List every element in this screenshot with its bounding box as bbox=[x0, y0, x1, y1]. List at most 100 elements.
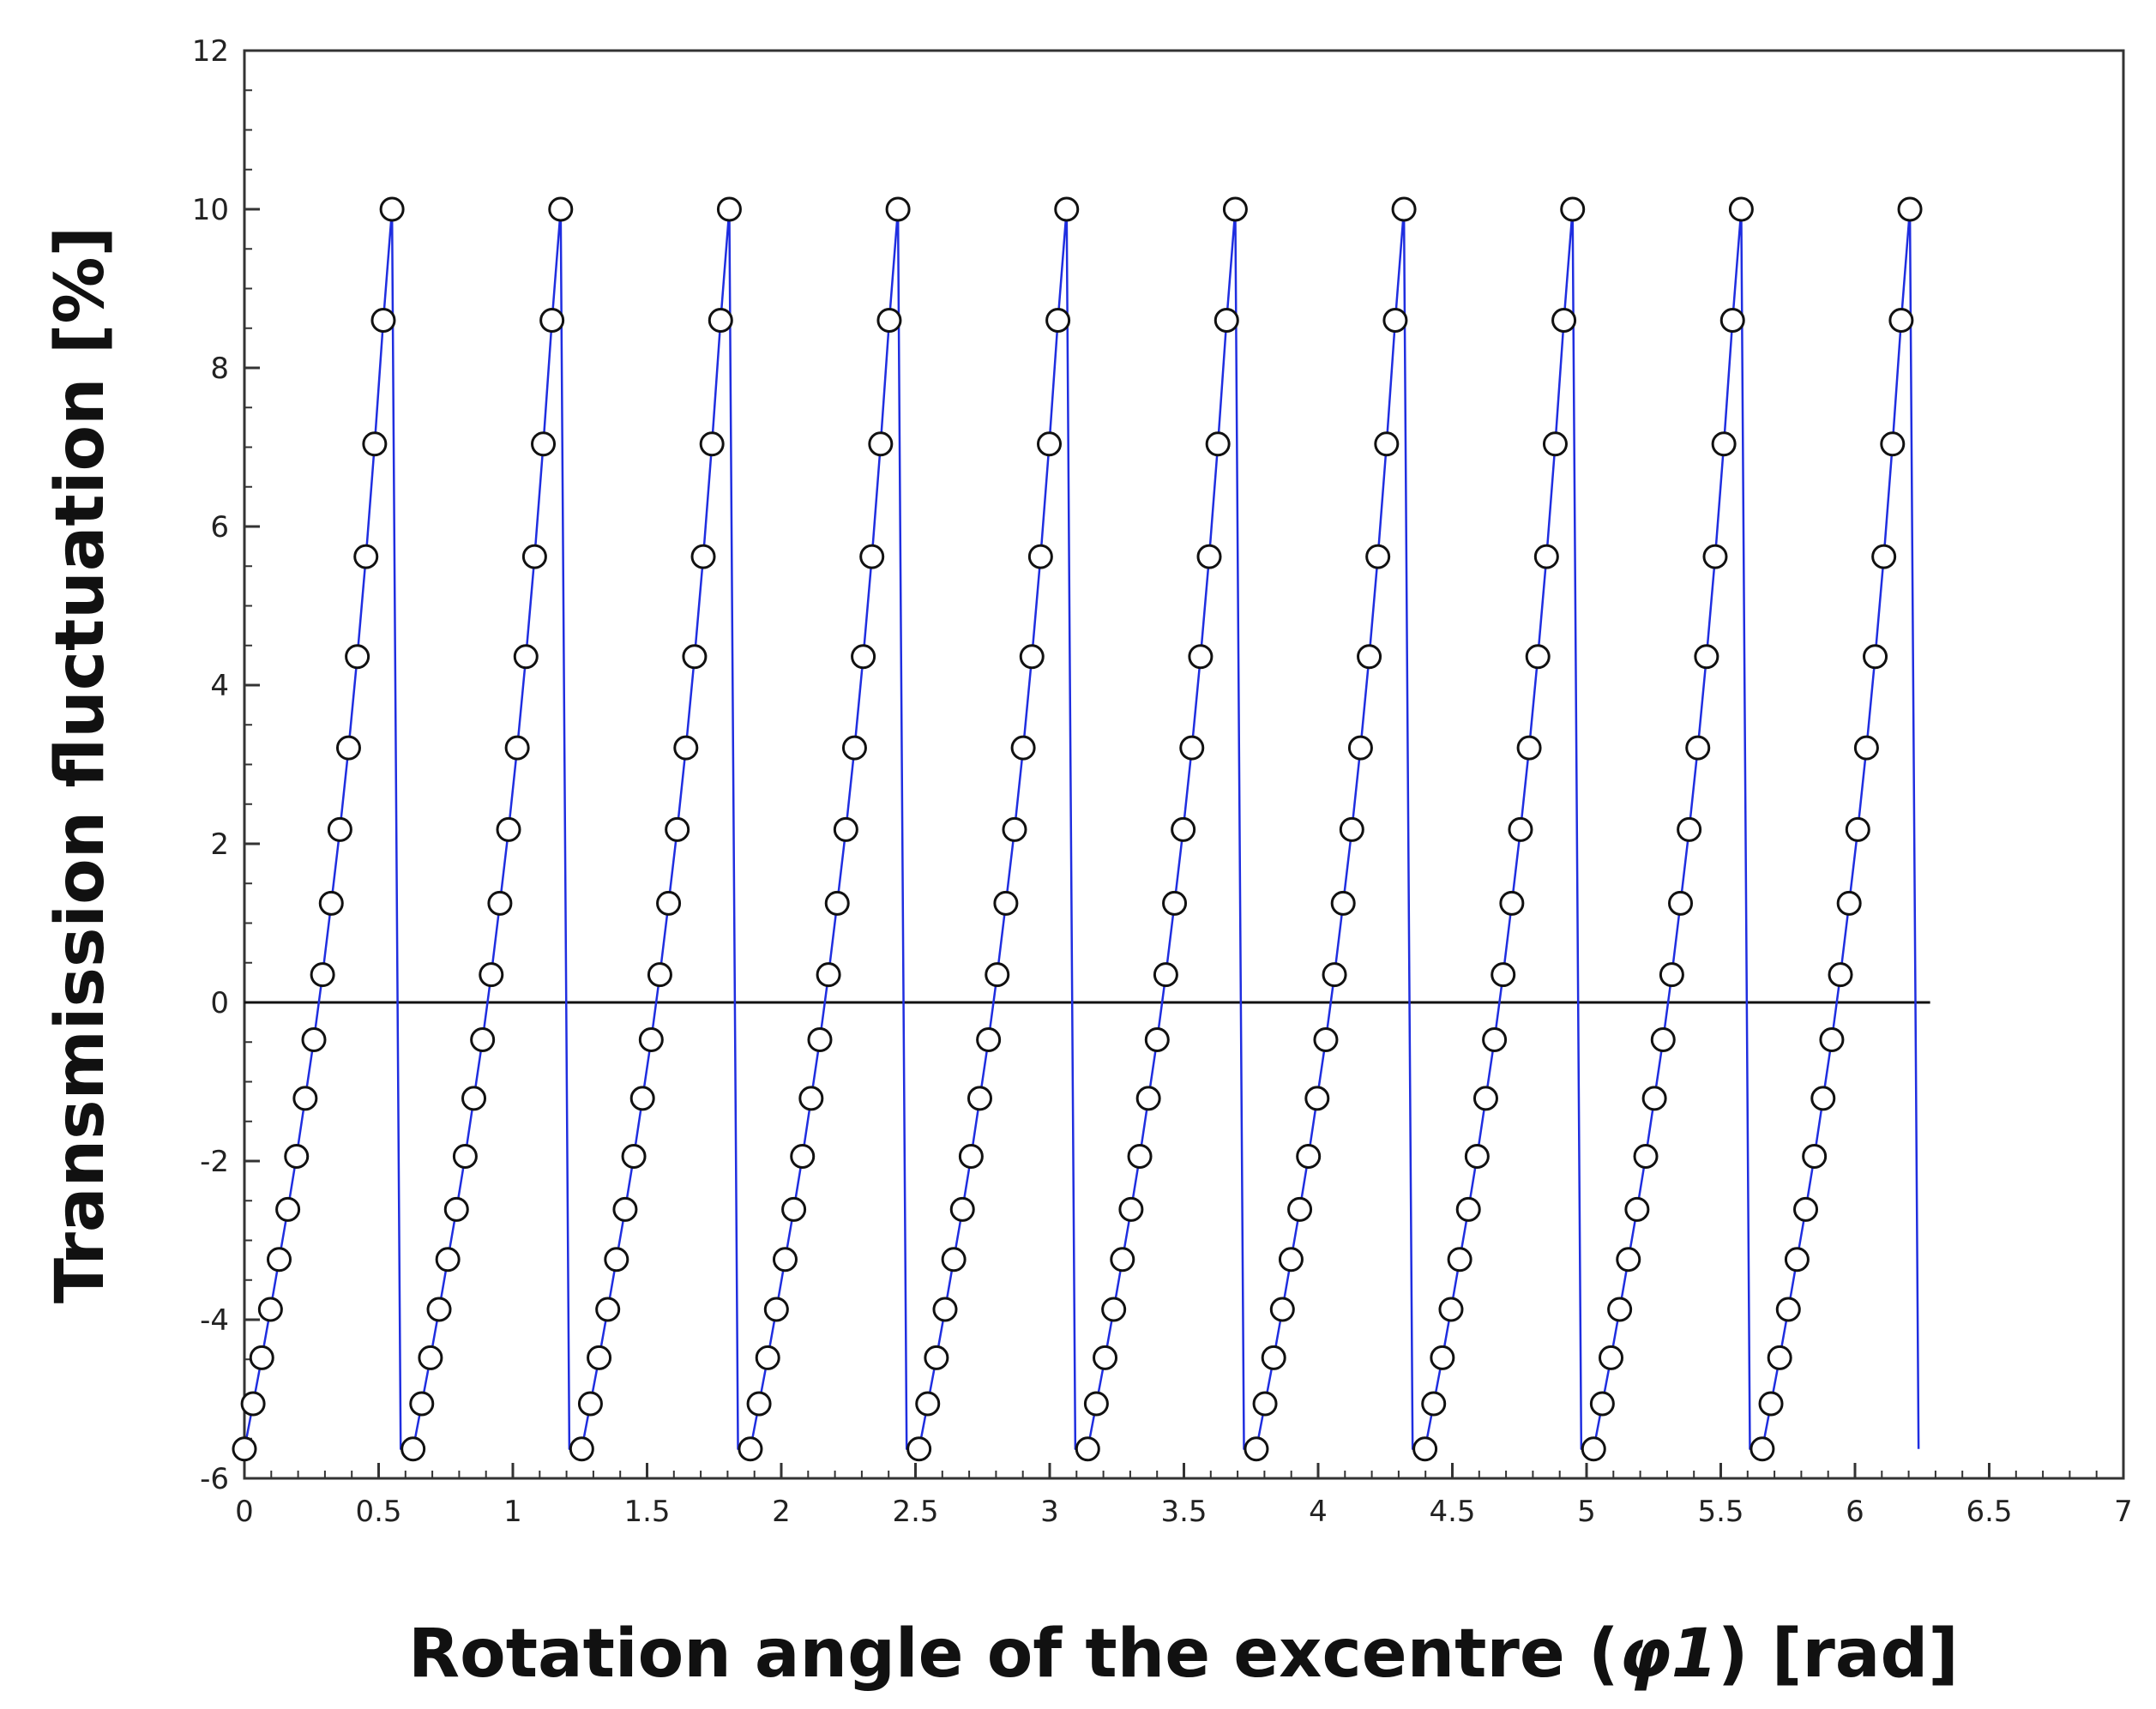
data-point bbox=[1491, 962, 1516, 988]
data-point bbox=[1162, 890, 1188, 916]
data-point bbox=[461, 1086, 487, 1111]
x-tick-label: 4.5 bbox=[1429, 1495, 1475, 1529]
data-point bbox=[1749, 1436, 1775, 1462]
data-point bbox=[587, 1345, 612, 1370]
data-point bbox=[1313, 1026, 1339, 1052]
data-point bbox=[781, 1196, 807, 1222]
data-point bbox=[318, 890, 344, 916]
data-point bbox=[958, 1143, 984, 1169]
data-point bbox=[746, 1391, 772, 1417]
data-point bbox=[1897, 196, 1923, 222]
data-point bbox=[1110, 1247, 1135, 1273]
data-point bbox=[1144, 1026, 1170, 1052]
y-tick-label: 0 bbox=[210, 986, 229, 1020]
data-point bbox=[1668, 890, 1694, 916]
y-tick-label: -2 bbox=[200, 1145, 229, 1179]
data-point bbox=[284, 1143, 310, 1169]
data-point bbox=[1525, 644, 1551, 670]
data-point bbox=[790, 1143, 816, 1169]
data-point bbox=[345, 644, 370, 670]
x-axis-title-part-3: ) [rad] bbox=[1718, 1616, 1959, 1693]
data-point bbox=[976, 1026, 1002, 1052]
data-point bbox=[967, 1086, 992, 1111]
data-point bbox=[1516, 735, 1542, 761]
data-point bbox=[1357, 644, 1382, 670]
data-point bbox=[409, 1391, 435, 1417]
data-point bbox=[1127, 1143, 1153, 1169]
data-point bbox=[1010, 735, 1036, 761]
data-point bbox=[932, 1297, 958, 1322]
x-tick-label: 7 bbox=[2114, 1495, 2133, 1529]
data-point bbox=[1508, 816, 1533, 842]
data-point bbox=[1296, 1143, 1322, 1169]
data-point bbox=[1694, 644, 1719, 670]
data-point bbox=[763, 1297, 789, 1322]
data-point bbox=[569, 1436, 594, 1462]
x-tick-label: 0 bbox=[235, 1495, 254, 1529]
data-point bbox=[629, 1086, 655, 1111]
data-point bbox=[1589, 1391, 1615, 1417]
data-point bbox=[1365, 544, 1391, 569]
y-tick-label: 10 bbox=[192, 193, 229, 227]
data-point bbox=[1027, 544, 1053, 569]
data-point bbox=[621, 1143, 647, 1169]
data-point bbox=[1093, 1345, 1118, 1370]
x-axis-ticks: 0 0.5 1 1.5 2 2.5 3 3.5 4 4.5 5 5.5 6 6.5 7 bbox=[235, 1463, 2133, 1529]
data-point bbox=[1677, 816, 1702, 842]
x-axis-title: Rotation angle of the excentre (φ1) [rad… bbox=[408, 1616, 1959, 1693]
data-point bbox=[1252, 1391, 1278, 1417]
data-point bbox=[656, 890, 682, 916]
data-point bbox=[1244, 1436, 1269, 1462]
data-point bbox=[301, 1026, 327, 1052]
y-tick-label: -6 bbox=[200, 1462, 229, 1496]
data-point bbox=[1222, 196, 1248, 222]
y-axis-title: Transmission fluctuation [%] bbox=[42, 226, 119, 1303]
data-point bbox=[665, 816, 690, 842]
data-point bbox=[1624, 1196, 1650, 1222]
data-point bbox=[824, 890, 850, 916]
data-point bbox=[1560, 196, 1586, 222]
data-point bbox=[807, 1026, 833, 1052]
data-point bbox=[362, 431, 388, 457]
data-point bbox=[418, 1345, 443, 1370]
y-axis-ticks: -6 -4 -2 0 2 4 6 8 10 12 bbox=[192, 34, 260, 1496]
data-point bbox=[257, 1297, 283, 1322]
data-point bbox=[841, 735, 867, 761]
data-point bbox=[1499, 890, 1525, 916]
data-point bbox=[496, 816, 521, 842]
data-point bbox=[577, 1391, 603, 1417]
x-tick-label: 2.5 bbox=[892, 1495, 938, 1529]
data-point bbox=[1339, 816, 1364, 842]
data-point bbox=[400, 1436, 426, 1462]
x-tick-label: 2 bbox=[772, 1495, 791, 1529]
x-tick-label: 0.5 bbox=[355, 1495, 401, 1529]
data-point bbox=[816, 962, 841, 988]
data-point bbox=[1391, 196, 1417, 222]
data-point bbox=[1871, 544, 1897, 569]
data-point bbox=[1719, 308, 1745, 333]
x-tick-label: 5.5 bbox=[1697, 1495, 1743, 1529]
data-point bbox=[1188, 644, 1214, 670]
data-point bbox=[267, 1247, 292, 1273]
data-point bbox=[1037, 431, 1062, 457]
data-point bbox=[1438, 1297, 1464, 1322]
data-point bbox=[531, 431, 557, 457]
data-point bbox=[1581, 1436, 1606, 1462]
data-point bbox=[906, 1436, 932, 1462]
series-line bbox=[243, 208, 1920, 1451]
data-point bbox=[1171, 816, 1196, 842]
data-point bbox=[1888, 308, 1914, 333]
data-point bbox=[868, 431, 894, 457]
x-tick-label: 1.5 bbox=[623, 1495, 670, 1529]
data-point bbox=[738, 1436, 763, 1462]
data-point bbox=[1347, 735, 1373, 761]
data-point bbox=[1261, 1345, 1286, 1370]
data-point bbox=[353, 544, 379, 569]
data-point bbox=[1179, 735, 1205, 761]
data-point bbox=[1045, 308, 1071, 333]
data-point bbox=[1659, 962, 1684, 988]
x-tick-label: 3.5 bbox=[1160, 1495, 1207, 1529]
data-point bbox=[1322, 962, 1347, 988]
data-point bbox=[1616, 1247, 1641, 1273]
data-point bbox=[335, 735, 361, 761]
